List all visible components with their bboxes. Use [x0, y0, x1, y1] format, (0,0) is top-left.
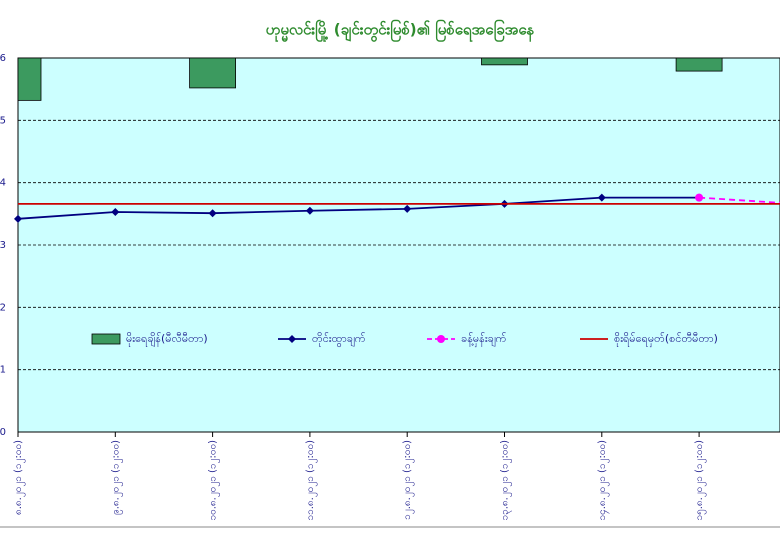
- marker: [305, 206, 314, 215]
- marker: [695, 193, 704, 202]
- bar: [675, 57, 723, 72]
- y-tick-label: 6: [0, 53, 6, 64]
- x-tick-label: ၉.၈.၂၀၂၁ (၁၂:၀၀): [110, 440, 123, 515]
- marker: [111, 207, 120, 216]
- bar: [481, 57, 528, 66]
- marker: [597, 193, 606, 202]
- legend-swatch: [91, 333, 121, 345]
- x-tick-label: ၁၃.၈.၂၀၂၁ (၁၂:၀၀): [500, 440, 513, 521]
- x-tick-label: ၁၁.၈.၂၀၂၁ (၁၂:၀၀): [305, 440, 318, 521]
- x-tick-label: ၁၂.၈.၂၀၂၁ (၁၂:၀၀): [402, 440, 415, 520]
- y-tick-label: 3: [0, 240, 6, 251]
- line: [17, 196, 700, 220]
- y-tick-label: 4: [0, 178, 6, 189]
- chart-title: ဟုမ္မလင်းမြို့ (ချင်းတွင်းမြစ်)၏ မြစ်ရေအ…: [266, 19, 535, 43]
- legend-label: ခန့်မှန်းချက်: [461, 332, 507, 347]
- legend-label: တိုင်းထွာချက်: [312, 332, 366, 347]
- y-tick-label: 0: [0, 427, 6, 438]
- y-tick-label: 5: [0, 115, 6, 126]
- y-tick-label: 2: [0, 302, 6, 313]
- y-tick-label: 1: [0, 365, 6, 376]
- legend-marker: [288, 335, 296, 343]
- marker: [403, 204, 412, 213]
- bar: [189, 57, 237, 89]
- x-tick-label: ၁၅.၈.၂၀၂၁ (၁၂:၀၀): [694, 440, 707, 521]
- legend-label: မိုးရေချိန်(မီလီမီတာ): [126, 332, 208, 347]
- bar: [17, 57, 42, 101]
- legend-label: စိုးရိမ်ရေမှတ်(စင်တီမီတာ): [614, 332, 718, 347]
- x-tick-label: ၈.၈.၂၀၂၁ (၁၂:၀၀): [13, 440, 26, 515]
- legend-marker: [437, 335, 445, 343]
- x-tick-label: ၁၄.၈.၂၀၂၁ (၁၂:၀၀): [597, 440, 610, 521]
- marker: [208, 209, 217, 218]
- marker: [14, 214, 22, 223]
- x-tick-label: ၁၀.၈.၂၀၂၁ (၁၂:၀၀): [208, 440, 221, 521]
